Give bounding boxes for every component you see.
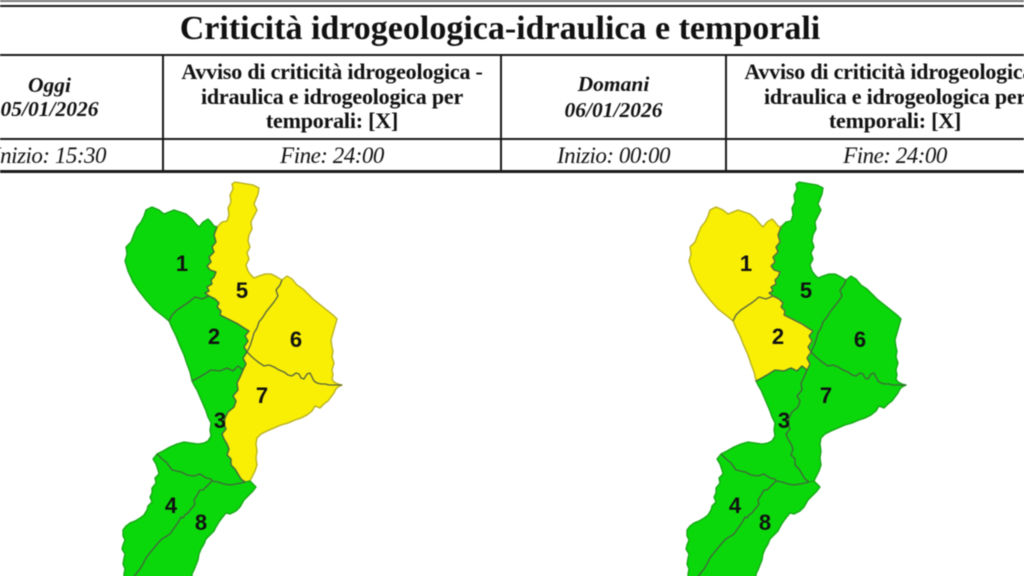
- svg-text:2: 2: [772, 324, 784, 349]
- svg-text:3: 3: [778, 408, 790, 433]
- svg-text:1: 1: [740, 251, 752, 276]
- svg-text:5: 5: [236, 278, 248, 303]
- svg-text:8: 8: [759, 510, 771, 535]
- svg-text:8: 8: [195, 510, 207, 535]
- svg-text:6: 6: [290, 327, 302, 352]
- svg-text:4: 4: [729, 493, 742, 518]
- svg-text:4: 4: [165, 493, 178, 518]
- svg-text:7: 7: [256, 383, 268, 408]
- svg-text:7: 7: [820, 383, 832, 408]
- svg-text:3: 3: [214, 408, 226, 433]
- svg-text:2: 2: [208, 324, 220, 349]
- svg-text:5: 5: [800, 278, 812, 303]
- svg-text:6: 6: [854, 327, 866, 352]
- svg-text:1: 1: [176, 251, 188, 276]
